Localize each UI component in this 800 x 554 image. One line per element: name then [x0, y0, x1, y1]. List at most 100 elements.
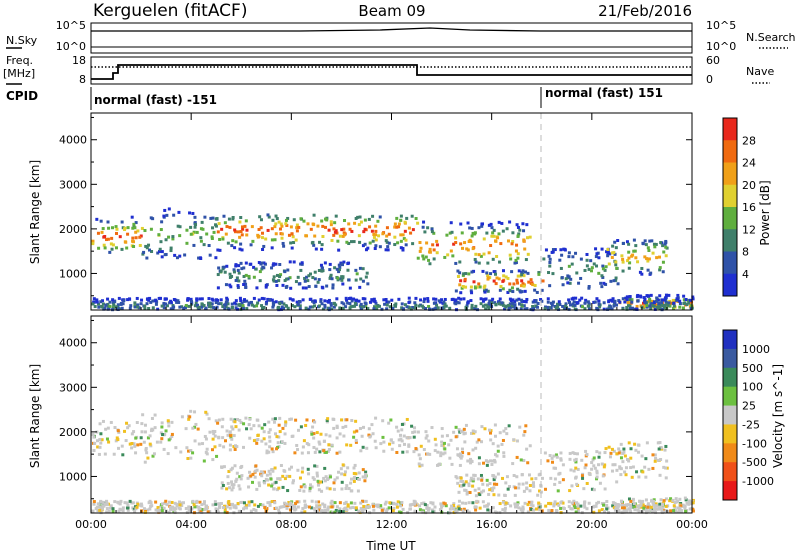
echo-cell [660, 303, 664, 307]
echo-cell [546, 459, 550, 463]
echo-cell [311, 425, 315, 429]
echo-cell [672, 301, 676, 305]
echo-cell [264, 442, 268, 446]
echo-cell [527, 280, 531, 284]
power-data [91, 207, 695, 312]
echo-cell [645, 301, 649, 305]
echo-cell [521, 269, 525, 273]
echo-cell [341, 306, 345, 310]
echo-cell [202, 303, 206, 307]
echo-cell [102, 243, 106, 247]
echo-cell [439, 502, 443, 506]
echo-cell [323, 479, 327, 483]
echo-cell [634, 244, 638, 248]
echo-cell [500, 221, 504, 225]
echo-cell [111, 243, 115, 247]
echo-cell [479, 254, 483, 258]
echo-cell [242, 299, 246, 303]
echo-cell [242, 445, 246, 449]
echo-cell [597, 256, 601, 260]
echo-cell [255, 286, 259, 290]
echo-cell [486, 460, 490, 464]
echo-cell [469, 285, 473, 289]
echo-cell [187, 505, 191, 509]
echo-cell [544, 248, 548, 252]
echo-cell [574, 475, 578, 479]
echo-cell [177, 301, 181, 305]
echo-cell [218, 237, 222, 241]
echo-cell [273, 238, 277, 242]
echo-cell [489, 222, 493, 226]
echo-cell [440, 440, 444, 444]
echo-cell [313, 450, 317, 454]
echo-cell [626, 457, 630, 461]
echo-cell [178, 507, 182, 511]
echo-cell [659, 446, 663, 450]
echo-cell [502, 429, 506, 433]
echo-cell [343, 418, 347, 422]
x-tick-label: 12:00 [376, 518, 408, 531]
echo-cell [490, 487, 494, 491]
echo-cell [485, 463, 489, 467]
echo-cell [178, 305, 182, 309]
echo-cell [260, 236, 264, 240]
echo-cell [288, 508, 292, 512]
echo-cell [423, 503, 427, 507]
echo-cell [548, 454, 552, 458]
noise-left-top: 10^5 [56, 19, 86, 32]
echo-cell [527, 500, 531, 504]
echo-cell [372, 299, 376, 303]
echo-cell [368, 241, 372, 245]
echo-cell [284, 222, 288, 226]
echo-cell [368, 300, 372, 304]
echo-cell [282, 505, 286, 509]
x-tick-label: 00:00 [676, 518, 708, 531]
velocity-colorbar-tick: 100 [742, 381, 763, 394]
echo-cell [621, 257, 625, 261]
echo-cell [477, 487, 481, 491]
echo-cell [310, 485, 314, 489]
echo-cell [140, 504, 144, 508]
echo-cell [358, 266, 362, 270]
echo-cell [597, 455, 601, 459]
echo-cell [567, 505, 571, 509]
echo-cell [613, 240, 617, 244]
echo-cell [454, 236, 458, 240]
echo-cell [169, 508, 173, 512]
echo-cell [343, 473, 347, 477]
echo-cell [324, 217, 328, 221]
echo-cell [474, 508, 478, 512]
echo-cell [359, 302, 363, 306]
echo-cell [395, 450, 399, 454]
echo-cell [137, 306, 141, 310]
echo-cell [165, 304, 169, 308]
echo-cell [238, 296, 242, 300]
echo-cell [509, 504, 513, 508]
echo-cell [595, 471, 599, 475]
echo-cell [472, 473, 476, 477]
echo-cell [112, 303, 116, 307]
echo-cell [321, 235, 325, 239]
echo-cell [513, 493, 517, 497]
echo-cell [300, 470, 304, 474]
echo-cell [150, 249, 154, 253]
echo-cell [612, 506, 616, 510]
echo-cell [169, 249, 173, 253]
echo-cell [136, 443, 140, 447]
echo-cell [274, 506, 278, 510]
echo-cell [281, 474, 285, 478]
echo-cell [235, 417, 239, 421]
echo-cell [467, 452, 471, 456]
echo-cell [501, 500, 505, 504]
echo-cell [206, 510, 210, 514]
echo-cell [516, 281, 520, 285]
echo-cell [511, 462, 515, 466]
echo-cell [148, 434, 152, 438]
echo-cell [574, 457, 578, 461]
echo-cell [229, 285, 233, 289]
echo-cell [282, 244, 286, 248]
echo-cell [162, 447, 166, 451]
echo-cell [303, 484, 307, 488]
echo-cell [387, 232, 391, 236]
